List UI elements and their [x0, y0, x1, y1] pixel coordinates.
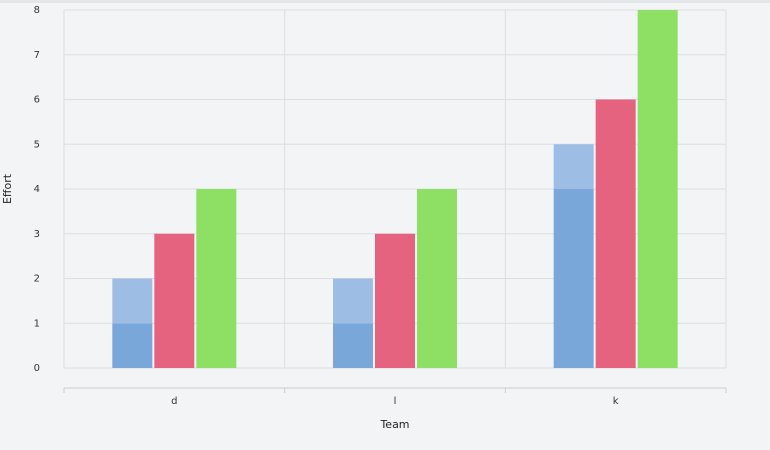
bar	[154, 233, 195, 368]
y-tick-label: 7	[34, 50, 40, 61]
bar	[333, 323, 373, 368]
bar	[553, 144, 594, 189]
y-tick-label: 4	[34, 184, 40, 195]
bar	[112, 278, 153, 324]
y-tick-label: 6	[34, 95, 40, 106]
x-tick-label: d	[171, 396, 177, 407]
y-tick-label: 3	[34, 229, 40, 240]
bar	[553, 189, 594, 368]
bar	[333, 278, 373, 324]
y-tick-label: 2	[34, 274, 40, 285]
bar	[196, 189, 237, 368]
bar	[112, 323, 153, 368]
y-tick-label: 1	[34, 318, 40, 329]
bar	[417, 189, 457, 368]
y-tick-label: 8	[34, 5, 40, 16]
bar	[595, 99, 636, 368]
x-axis-title: Team	[379, 418, 409, 431]
y-tick-label: 0	[34, 363, 40, 374]
bar	[637, 10, 678, 368]
bar	[375, 233, 415, 368]
top-border	[0, 0, 770, 3]
y-tick-label: 5	[34, 139, 40, 150]
x-tick-label: k	[613, 396, 619, 407]
x-tick-label: l	[394, 396, 397, 407]
y-axis-title: Effort	[1, 173, 14, 204]
